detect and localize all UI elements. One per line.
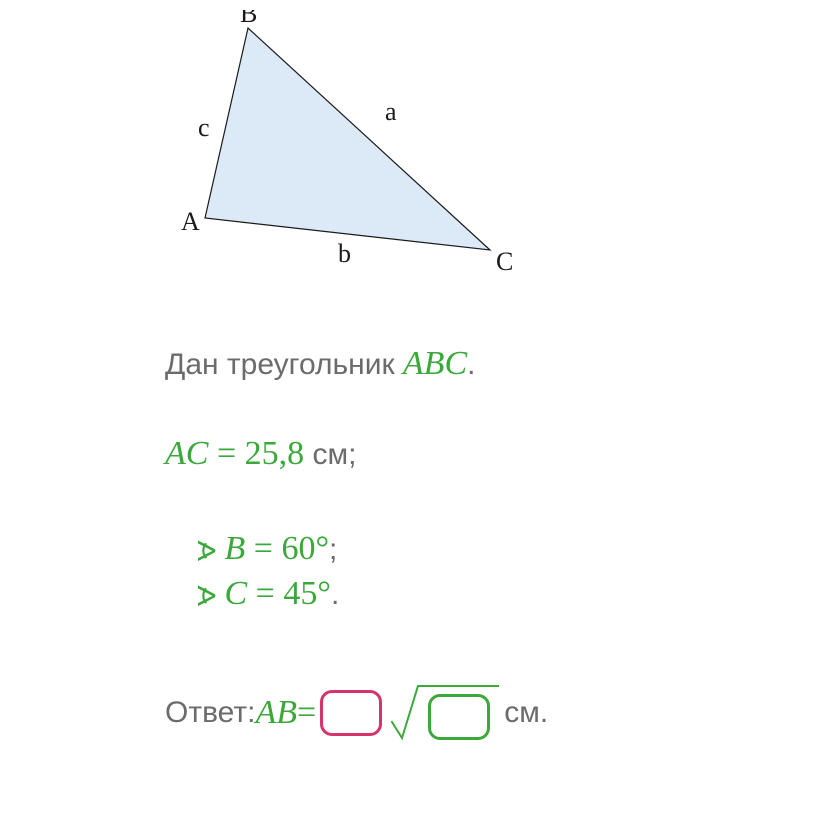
triangle-diagram: A B C a b c <box>170 10 530 270</box>
sqrt-icon <box>390 680 500 746</box>
equals-sign-1: = <box>208 435 244 472</box>
side-label-c: c <box>198 113 210 142</box>
side-name-ac: AC <box>165 435 208 472</box>
unit-cm-1: см; <box>304 438 356 471</box>
answer-input-coefficient[interactable] <box>320 690 382 736</box>
side-value-ac: 25,8 <box>245 435 305 472</box>
triangle-svg: A B C a b c <box>170 10 530 280</box>
angle-c-name: C <box>224 575 247 612</box>
vertex-label-b: B <box>240 10 257 28</box>
unit-cm-2: см. <box>504 692 548 734</box>
answer-label: Ответ: <box>165 692 255 734</box>
problem-intro: Дан треугольник ABC. <box>165 340 475 388</box>
angle-icon: ∢ <box>195 577 218 616</box>
equals-sign-3: = <box>247 575 283 612</box>
side-label-a: a <box>385 97 397 126</box>
angle-b-value: 60° <box>281 530 329 567</box>
intro-suffix: . <box>467 348 475 381</box>
semicolon-1: ; <box>329 533 337 566</box>
triangle-name: ABC <box>403 345 467 382</box>
vertex-label-c: C <box>496 247 513 276</box>
equals-sign-2: = <box>245 530 281 567</box>
answer-line: Ответ: AB = см. <box>165 680 548 746</box>
triangle-shape <box>205 28 490 250</box>
answer-side-name: AB <box>255 689 297 737</box>
period-1: . <box>331 578 339 611</box>
angle-b-name: B <box>224 530 245 567</box>
intro-prefix: Дан треугольник <box>165 348 403 381</box>
page-root: A B C a b c Дан треугольник ABC. AC = 25… <box>0 0 826 826</box>
vertex-label-a: A <box>181 207 200 236</box>
angle-c-line: ∢C = 45°. <box>195 570 339 618</box>
angle-icon: ∢ <box>195 532 218 571</box>
angle-b-line: ∢B = 60°; <box>195 525 337 573</box>
angle-c-value: 45° <box>283 575 331 612</box>
equals-sign-4: = <box>297 689 316 737</box>
side-label-b: b <box>338 239 351 268</box>
given-side-line: AC = 25,8 см; <box>165 430 356 478</box>
answer-input-radicand[interactable] <box>428 694 490 740</box>
